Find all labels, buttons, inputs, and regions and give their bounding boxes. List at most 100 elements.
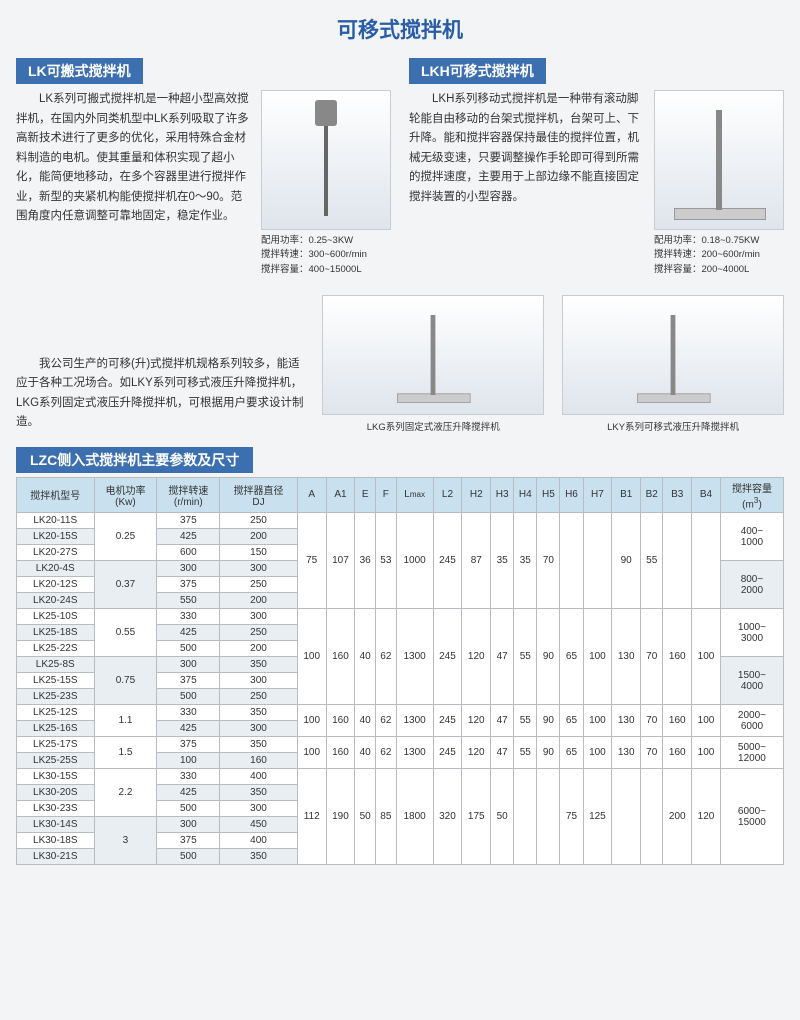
table-cell: 425 [157,721,220,737]
table-cell: 120 [692,769,721,865]
table-cell: 120 [462,705,491,737]
table-cell: 0.25 [94,513,157,561]
table-cell: 200 [220,529,298,545]
table-header: L2 [433,477,462,512]
table-cell: 100 [692,705,721,737]
table-cell: 330 [157,705,220,721]
table-cell: 350 [220,657,298,673]
table-cell: 100 [297,609,326,705]
lk-product-image [261,90,391,230]
lk-desc: LK系列可搬式搅拌机是一种超小型高效搅拌机，在国内外同类机型中LK系列吸取了许多… [16,90,253,277]
table-cell [537,769,560,865]
table-cell: 600 [157,545,220,561]
table-cell: 500 [157,689,220,705]
table-cell: 70 [641,737,663,769]
mid-row: 我公司生产的可移(升)式搅拌机规格系列较多，能适应于各种工况场合。如LKY系列可… [16,295,784,433]
table-cell: 245 [433,737,462,769]
table-cell: 245 [433,705,462,737]
table-cell: 47 [491,609,514,705]
table-cell: 100 [297,705,326,737]
table-cell: 375 [157,737,220,753]
table-cell: LK25-10S [17,609,95,625]
table-cell: 90 [612,513,641,609]
table-cell: 125 [583,769,612,865]
table-header: A [297,477,326,512]
table-cell: LK30-14S [17,817,95,833]
table-cell: 35 [491,513,514,609]
table-cell: 245 [433,513,462,609]
table-header: E [355,477,376,512]
table-cell: 175 [462,769,491,865]
table-cell: 160 [663,737,692,769]
table-header: H2 [462,477,491,512]
table-cell: 62 [376,609,397,705]
lkh-title: LKH可移式搅拌机 [409,58,546,84]
table-header: F [376,477,397,512]
table-cell: 330 [157,769,220,785]
table-cell: LK30-20S [17,785,95,801]
table-cell: 100 [692,609,721,705]
table-cell: 375 [157,673,220,689]
table-header: H7 [583,477,612,512]
table-cell [560,513,583,609]
table-cell: 425 [157,625,220,641]
lkh-block: LKH可移式搅拌机 LKH系列移动式搅拌机是一种带有滚动脚轮能自由移动的台架式搅… [409,58,784,277]
table-cell: LK25-16S [17,721,95,737]
table-cell: LK25-15S [17,673,95,689]
table-cell: 550 [157,593,220,609]
table-cell: 100 [583,609,612,705]
table-cell: 120 [462,737,491,769]
table-cell: 160 [326,609,355,705]
lkg-caption: LKG系列固定式液压升降搅拌机 [322,419,544,433]
table-cell: 0.37 [94,561,157,609]
table-cell: 40 [355,705,376,737]
table-cell: LK20-11S [17,513,95,529]
table-cell: 1300 [396,737,433,769]
table-cell: 55 [514,705,537,737]
table-cell: 100 [297,737,326,769]
table-header: B4 [692,477,721,512]
table-cell: 250 [220,689,298,705]
table-cell: 1.5 [94,737,157,769]
table-cell: 55 [514,609,537,705]
table-cell: 300 [220,801,298,817]
table-cell: 300 [220,561,298,577]
table-cell: 120 [462,609,491,705]
table-cell [663,513,692,609]
table-cell: 90 [537,705,560,737]
table-cell: 160 [326,737,355,769]
table-cell: 130 [612,737,641,769]
table-cell: 160 [220,753,298,769]
table-cell: 0.55 [94,609,157,657]
table-cell: 190 [326,769,355,865]
table-cell: LK20-4S [17,561,95,577]
table-cell: 70 [641,609,663,705]
table-cell: 300 [220,609,298,625]
table-cell: 250 [220,513,298,529]
top-products-row: LK可搬式搅拌机 LK系列可搬式搅拌机是一种超小型高效搅拌机，在国内外同类机型中… [16,58,784,277]
table-header: B1 [612,477,641,512]
table-cell: 1300 [396,609,433,705]
mid-desc: 我公司生产的可移(升)式搅拌机规格系列较多，能适应于各种工况场合。如LKY系列可… [16,355,304,433]
table-cell: 100 [583,737,612,769]
table-cell: 6000~15000 [720,769,783,865]
table-cell: 150 [220,545,298,561]
table-cell: 350 [220,737,298,753]
table-cell: 100 [692,737,721,769]
lk-block: LK可搬式搅拌机 LK系列可搬式搅拌机是一种超小型高效搅拌机，在国内外同类机型中… [16,58,391,277]
table-cell: LK25-22S [17,641,95,657]
table-header: H5 [537,477,560,512]
table-cell: LK25-23S [17,689,95,705]
table-cell: 87 [462,513,491,609]
table-cell: 400 [220,833,298,849]
table-cell: LK30-18S [17,833,95,849]
table-cell: 1300 [396,705,433,737]
table-cell: 65 [560,609,583,705]
table-cell: 500 [157,641,220,657]
table-cell: 55 [514,737,537,769]
table-cell: 1000 [396,513,433,609]
table-cell: 0.75 [94,657,157,705]
table-cell: LK30-15S [17,769,95,785]
lky-image [562,295,784,415]
table-cell: 75 [560,769,583,865]
